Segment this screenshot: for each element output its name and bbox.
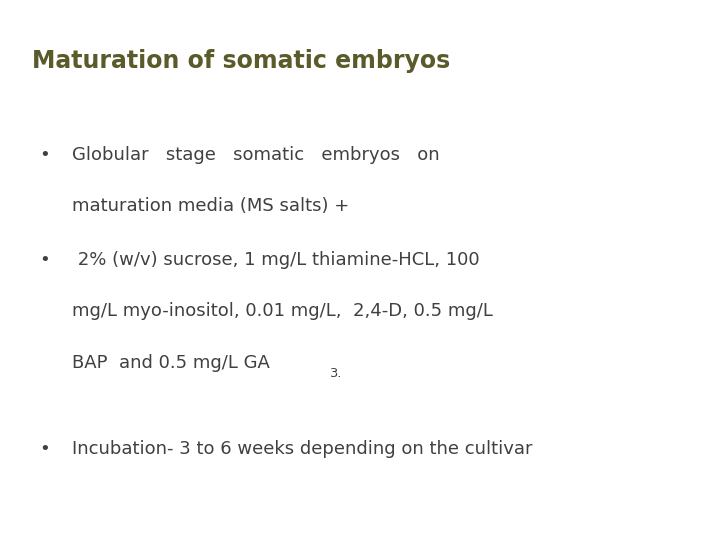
Text: 2% (w/v) sucrose, 1 mg/L thiamine-HCL, 100: 2% (w/v) sucrose, 1 mg/L thiamine-HCL, 1… [72,251,480,269]
Text: maturation media (MS salts) +: maturation media (MS salts) + [72,197,349,215]
Text: Globular   stage   somatic   embryos   on: Globular stage somatic embryos on [72,146,440,164]
Text: •: • [40,146,50,164]
Text: Maturation of somatic embryos: Maturation of somatic embryos [32,49,451,72]
Text: •: • [40,251,50,269]
Text: BAP  and 0.5 mg/L GA: BAP and 0.5 mg/L GA [72,354,270,372]
Text: mg/L myo-inositol, 0.01 mg/L,  2,4-D, 0.5 mg/L: mg/L myo-inositol, 0.01 mg/L, 2,4-D, 0.5… [72,302,493,320]
Text: Incubation- 3 to 6 weeks depending on the cultivar: Incubation- 3 to 6 weeks depending on th… [72,440,533,458]
Text: •: • [40,440,50,458]
Text: 3.: 3. [330,367,342,380]
